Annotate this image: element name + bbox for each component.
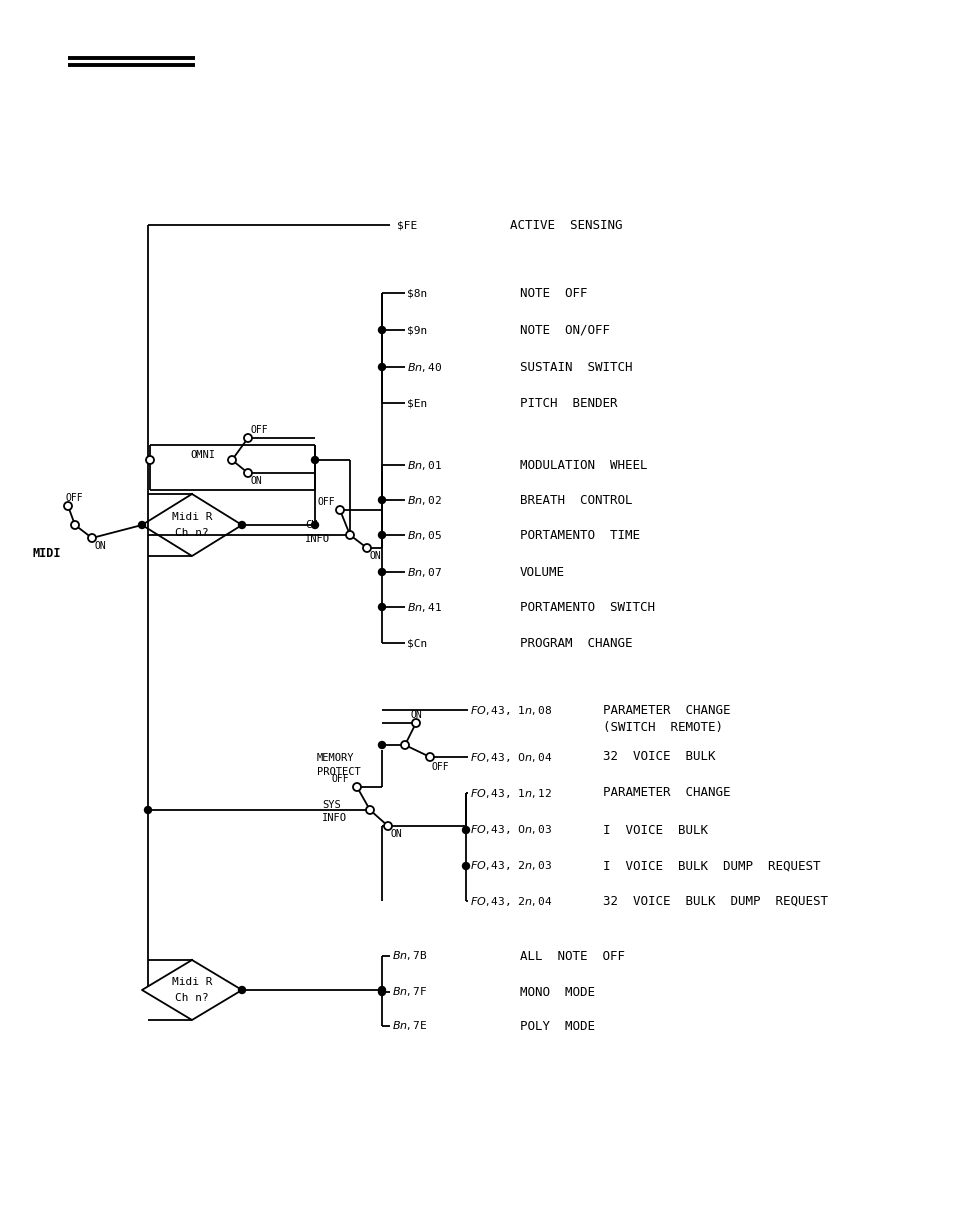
Text: OFF: OFF <box>332 774 349 784</box>
Text: ON: ON <box>411 710 422 720</box>
Circle shape <box>462 862 469 870</box>
Circle shape <box>312 522 318 529</box>
Circle shape <box>353 784 360 791</box>
Circle shape <box>462 827 469 834</box>
Circle shape <box>244 469 252 477</box>
Circle shape <box>378 989 385 995</box>
Circle shape <box>88 534 96 542</box>
Text: $Bn, $7F: $Bn, $7F <box>392 985 427 999</box>
Text: MONO  MODE: MONO MODE <box>519 985 595 999</box>
Circle shape <box>366 806 374 814</box>
Text: $FO, $43, $2n, $04: $FO, $43, $2n, $04 <box>470 894 552 908</box>
Text: $Cn: $Cn <box>407 638 427 648</box>
Text: $Bn, $40: $Bn, $40 <box>407 360 441 374</box>
Text: $Bn, $01: $Bn, $01 <box>407 459 441 471</box>
Circle shape <box>400 740 409 749</box>
Text: SYS: SYS <box>322 800 340 811</box>
Text: PITCH  BENDER: PITCH BENDER <box>519 396 617 410</box>
Text: $Bn, $41: $Bn, $41 <box>407 600 441 614</box>
Text: 32  VOICE  BULK: 32 VOICE BULK <box>602 750 715 764</box>
Text: 32  VOICE  BULK  DUMP  REQUEST: 32 VOICE BULK DUMP REQUEST <box>602 894 827 908</box>
Text: $FO, $43, $1n, $08: $FO, $43, $1n, $08 <box>470 704 552 717</box>
Text: OFF: OFF <box>66 493 84 503</box>
Text: INFO: INFO <box>322 813 347 823</box>
Text: ON: ON <box>391 829 402 839</box>
Circle shape <box>384 822 392 830</box>
Circle shape <box>378 326 385 333</box>
Text: $FO, $43, $1n, $12: $FO, $43, $1n, $12 <box>470 786 552 800</box>
Text: Ch n?: Ch n? <box>175 528 209 538</box>
Text: $8n: $8n <box>407 288 427 298</box>
Text: ON: ON <box>251 476 262 486</box>
Text: ON: ON <box>95 541 107 551</box>
Circle shape <box>238 986 245 994</box>
Text: $FO, $43, $0n, $03: $FO, $43, $0n, $03 <box>470 824 552 836</box>
Text: $FO, $43, $0n, $04: $FO, $43, $0n, $04 <box>470 750 552 764</box>
Circle shape <box>378 497 385 503</box>
Circle shape <box>346 531 354 539</box>
Text: OFF: OFF <box>317 497 335 507</box>
Text: MODULATION  WHEEL: MODULATION WHEEL <box>519 459 647 471</box>
Text: POLY  MODE: POLY MODE <box>519 1020 595 1032</box>
Circle shape <box>412 720 419 727</box>
Circle shape <box>363 544 371 552</box>
Circle shape <box>335 506 344 514</box>
Circle shape <box>244 434 252 442</box>
Text: ON: ON <box>370 551 381 561</box>
Circle shape <box>378 531 385 539</box>
Circle shape <box>146 456 153 464</box>
Text: PORTAMENTO  SWITCH: PORTAMENTO SWITCH <box>519 600 655 614</box>
Text: $FO, $43, $2n, $03: $FO, $43, $2n, $03 <box>470 860 552 872</box>
Text: MEMORY: MEMORY <box>316 753 355 763</box>
Text: $Bn, $7B: $Bn, $7B <box>392 950 427 963</box>
Text: $9n: $9n <box>407 325 427 335</box>
Circle shape <box>144 807 152 813</box>
Circle shape <box>312 456 318 464</box>
Circle shape <box>378 604 385 610</box>
Text: PARAMETER  CHANGE: PARAMETER CHANGE <box>602 704 730 717</box>
Circle shape <box>426 753 434 761</box>
Text: $Bn, $07: $Bn, $07 <box>407 566 441 578</box>
Text: OMNI: OMNI <box>190 450 214 460</box>
Circle shape <box>238 522 245 529</box>
Text: MIDI: MIDI <box>33 546 61 560</box>
Text: I  VOICE  BULK: I VOICE BULK <box>602 824 707 836</box>
Text: ACTIVE  SENSING: ACTIVE SENSING <box>510 219 622 231</box>
Text: NOTE  ON/OFF: NOTE ON/OFF <box>519 323 609 337</box>
Text: $Bn, $02: $Bn, $02 <box>407 493 441 507</box>
Text: $En: $En <box>407 399 427 408</box>
Text: (SWITCH  REMOTE): (SWITCH REMOTE) <box>602 722 722 734</box>
Circle shape <box>378 742 385 749</box>
Text: INFO: INFO <box>305 534 330 544</box>
Text: OFF: OFF <box>251 426 269 435</box>
Circle shape <box>228 456 235 464</box>
Text: PROTECT: PROTECT <box>316 768 360 777</box>
Text: I  VOICE  BULK  DUMP  REQUEST: I VOICE BULK DUMP REQUEST <box>602 860 820 872</box>
Circle shape <box>378 364 385 370</box>
Text: OFF: OFF <box>432 763 449 772</box>
Text: NOTE  OFF: NOTE OFF <box>519 287 587 299</box>
Circle shape <box>378 568 385 576</box>
Text: $Bn, $05: $Bn, $05 <box>407 529 441 541</box>
Text: $FE: $FE <box>396 220 416 230</box>
Circle shape <box>138 522 146 529</box>
Text: BREATH  CONTROL: BREATH CONTROL <box>519 493 632 507</box>
Text: Ch n?: Ch n? <box>175 993 209 1002</box>
Text: Midi R: Midi R <box>172 512 212 522</box>
Text: Midi R: Midi R <box>172 977 212 986</box>
Text: SUSTAIN  SWITCH: SUSTAIN SWITCH <box>519 360 632 374</box>
Circle shape <box>378 986 385 994</box>
Circle shape <box>71 522 79 529</box>
Text: PORTAMENTO  TIME: PORTAMENTO TIME <box>519 529 639 541</box>
Text: CH: CH <box>305 520 317 530</box>
Circle shape <box>64 502 71 510</box>
Text: ALL  NOTE  OFF: ALL NOTE OFF <box>519 950 624 963</box>
Text: $Bn, $7E: $Bn, $7E <box>392 1020 427 1032</box>
Text: PROGRAM  CHANGE: PROGRAM CHANGE <box>519 636 632 649</box>
Text: VOLUME: VOLUME <box>519 566 564 578</box>
Text: PARAMETER  CHANGE: PARAMETER CHANGE <box>602 786 730 800</box>
